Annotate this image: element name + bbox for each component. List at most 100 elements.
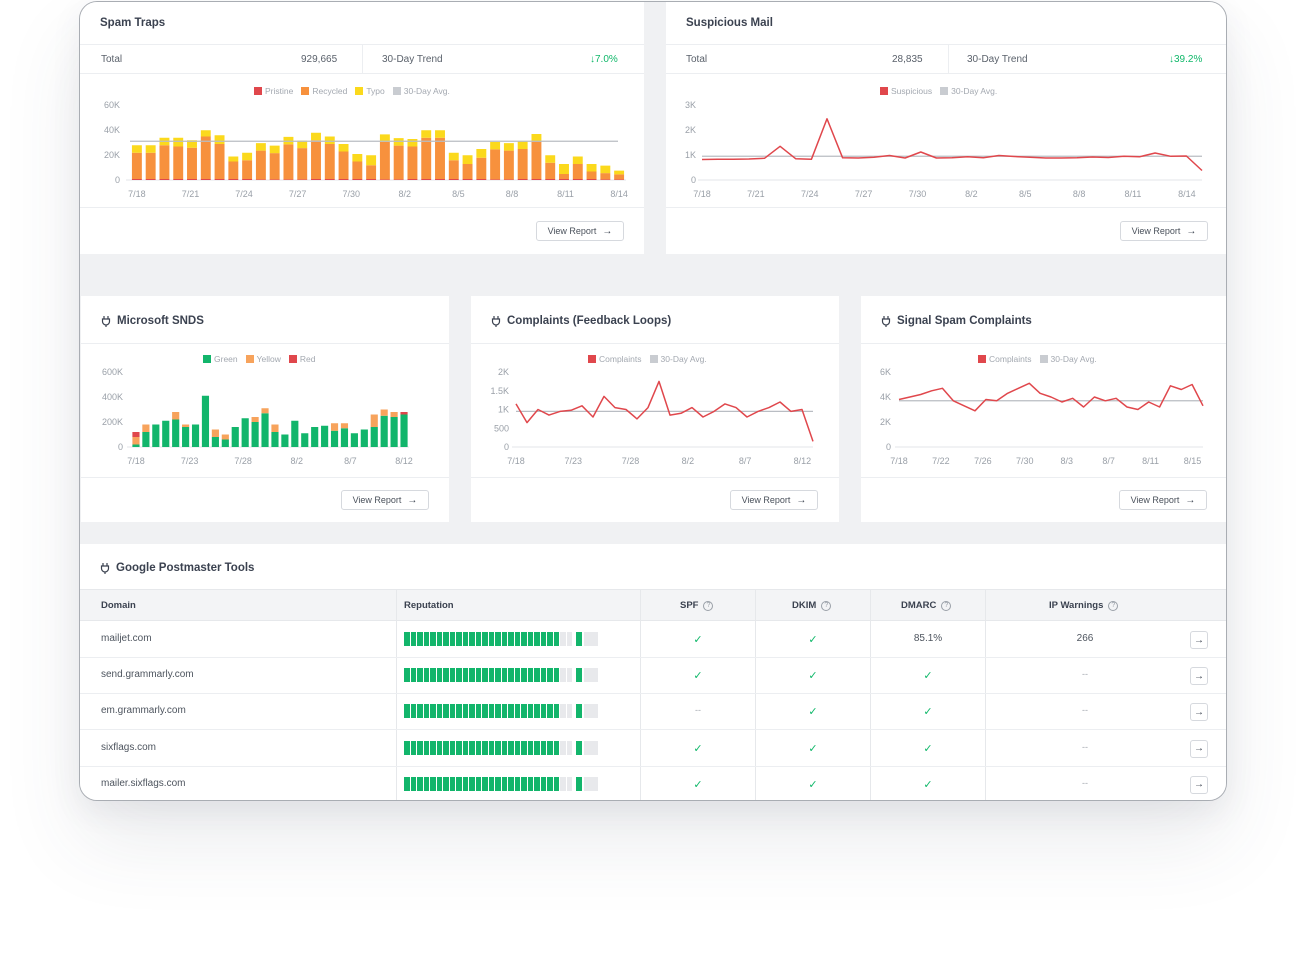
card-title-text: Signal Spam Complaints [897,315,1032,327]
x-tick-label: 8/7 [344,456,357,466]
reputation-segment [547,740,553,755]
legend-avg[interactable]: 30-Day Avg. [1039,354,1097,364]
legend-red[interactable]: Red [288,354,315,364]
bar-typo [311,132,321,141]
arrow-right-icon: → [407,494,418,506]
legend-typo[interactable]: Typo [355,86,385,96]
legend-avg[interactable]: 30-Day Avg. [940,86,997,96]
bar-pristine [338,179,349,180]
reputation-segment [417,668,423,683]
arrow-right-icon[interactable]: → [1190,703,1208,722]
view-report-button[interactable]: View Report → [1119,490,1207,510]
y-tick-label: 6K [880,367,891,377]
x-tick-label: 8/11 [1125,189,1142,199]
table-row[interactable]: em.grammarly.com -- ✓ ✓ -- → [80,694,1226,731]
legend-complaints[interactable]: Complaints [978,354,1032,364]
bar-typo [600,165,611,174]
col-spf[interactable]: SPF? [680,600,714,611]
bar-green [370,427,378,447]
spf-cell: ✓ [693,778,703,791]
bar-green [172,419,180,447]
table-row[interactable]: sixflags.com ✓ ✓ ✓ -- → [80,731,1226,767]
legend-recycled[interactable]: Recycled [301,86,347,96]
reputation-segment [576,776,582,791]
bar-typo [476,149,487,158]
reputation-segment [404,740,410,755]
bar-typo [297,140,308,149]
help-icon[interactable]: ? [703,600,714,611]
bar-yellow [172,412,180,420]
reputation-segment [521,632,527,646]
legend-green[interactable]: Green [203,354,238,364]
reputation-segment [495,704,501,719]
help-icon[interactable]: ? [941,600,952,611]
reputation-segment [501,776,507,791]
legend-pristine[interactable]: Pristine [254,86,293,96]
reputation-segment [566,632,572,646]
reputation-segment [443,704,449,719]
reputation-segment [547,776,553,791]
bar-yellow [211,429,219,437]
reputation-segment [566,704,572,719]
x-tick-label: 7/30 [1016,456,1034,466]
legend-avg[interactable]: 30-Day Avg. [649,354,707,364]
table-row[interactable]: send.grammarly.com ✓ ✓ ✓ -- → [80,658,1226,695]
col-dmarc[interactable]: DMARC? [901,600,952,611]
microsoft-snds-card: Microsoft SNDS Green Yellow Red 0 200K 400… [81,296,449,522]
y-tick-label: 1K [685,150,696,160]
reputation-segment [469,704,475,719]
reputation-segment [566,776,572,791]
view-report-button[interactable]: View Report → [536,221,624,241]
y-tick-label: 0 [886,442,891,452]
y-tick-label: 2K [880,417,891,427]
signal-spam-chart: 0 2K 4K 6K 7/18 7/22 7/26 7/30 8/3 8/7 8/11 8/15 [880,367,1204,466]
bar-pristine [407,179,418,180]
help-icon[interactable]: ? [821,600,832,611]
table-row[interactable]: mailer.sixflags.com ✓ ✓ ✓ -- → [80,767,1226,800]
legend-complaints[interactable]: Complaints [588,354,642,364]
bar-typo [421,130,432,138]
header-divider [81,343,449,344]
reputation-segment [475,632,481,646]
bar-recycled [531,141,542,179]
col-ip-warnings[interactable]: IP Warnings? [1049,600,1119,611]
domain-cell: send.grammarly.com [101,669,194,681]
legend-yellow[interactable]: Yellow [245,354,281,364]
bar-recycled [572,164,583,179]
col-dkim[interactable]: DKIM? [792,600,832,611]
bar-pristine [255,179,266,180]
y-tick-label: 40K [104,125,120,135]
reputation-segment [488,776,494,791]
suspicious-mail-card: Suspicious Mail Total 28,835 30-Day Tren… [666,2,1226,254]
col-domain[interactable]: Domain [101,600,136,611]
legend-avg[interactable]: 30-Day Avg. [392,86,450,96]
legend-suspicious[interactable]: Suspicious [880,86,932,96]
bar-pristine [600,179,611,180]
table-row[interactable]: mailjet.com ✓ ✓ 85.1% 266 → [80,622,1226,658]
reputation-segment [430,740,436,755]
bar-pristine [242,179,253,180]
reputation-segment [501,704,507,719]
card-footer-divider [666,207,1226,208]
bar-green [281,434,289,447]
help-icon[interactable]: ? [1108,600,1119,611]
view-report-button[interactable]: View Report → [1120,221,1208,241]
reputation-gap [573,704,575,718]
col-divider [396,589,397,800]
view-report-button[interactable]: View Report → [341,490,429,510]
arrow-right-icon[interactable]: → [1190,775,1208,794]
bar-recycled [545,162,556,179]
arrow-right-icon[interactable]: → [1190,631,1208,649]
x-tick-label: 7/22 [932,456,950,466]
col-reputation[interactable]: Reputation [404,600,454,611]
snds-chart: 0 200K 400K 600K 7/18 7/23 7/28 8/2 8/7 8/12 [102,367,413,466]
x-tick-label: 7/23 [181,456,199,466]
bar-green [182,427,190,447]
x-tick-label: 8/14 [1178,189,1196,199]
view-report-button[interactable]: View Report → [730,490,818,510]
bar-pristine [200,179,211,180]
arrow-right-icon[interactable]: → [1190,739,1208,758]
bar-typo [407,139,418,147]
reputation-segment [495,776,501,791]
arrow-right-icon[interactable]: → [1190,667,1208,686]
